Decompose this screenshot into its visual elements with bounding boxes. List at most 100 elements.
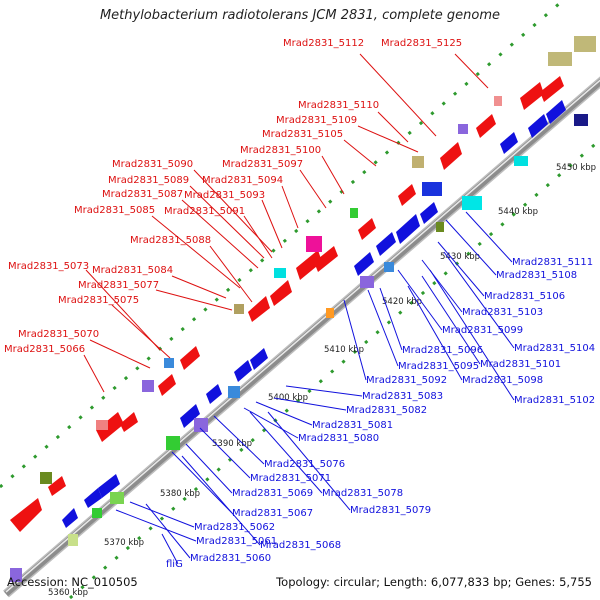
- gene-label-bottom: Mrad2831_5092: [366, 375, 447, 386]
- bottom-label-leader: [129, 501, 195, 528]
- gene-arrow-bottom: [98, 474, 120, 498]
- gene-label-bottom: Mrad2831_5108: [496, 270, 577, 281]
- gene-box-top: [40, 472, 52, 484]
- gene-box-top: [306, 236, 322, 252]
- gene-box-bottom: [166, 436, 180, 450]
- gene-box-bottom: [110, 492, 124, 504]
- gene-arrow-bottom: [206, 384, 222, 404]
- gene-label-bottom: Mrad2831_5068: [260, 540, 341, 551]
- bottom-label-leader: [421, 275, 481, 365]
- gene-label-top: Mrad2831_5094: [202, 175, 283, 186]
- gene-box-bottom: [422, 182, 442, 196]
- gene-label-bottom: Mrad2831_5102: [514, 395, 595, 406]
- gene-box-top: [96, 420, 108, 430]
- gene-box-top: [548, 52, 572, 66]
- gene-label-top: Mrad2831_5089: [108, 175, 189, 186]
- gene-box-bottom: [92, 508, 102, 518]
- backbone-highlight: [5, 79, 600, 593]
- gene-arrow-top: [398, 184, 416, 206]
- gene-label-top: Mrad2831_5084: [92, 265, 173, 276]
- bottom-label-leaders: [115, 211, 515, 565]
- top-label-leader: [243, 215, 273, 259]
- bottom-label-leader: [185, 443, 233, 494]
- gene-label-bottom: Mrad2831_5069: [232, 488, 313, 499]
- top-label-leader: [111, 304, 171, 359]
- gene-arrow-top: [358, 218, 376, 240]
- bottom-label-leader: [367, 289, 399, 367]
- top-label-leaders: [83, 53, 489, 393]
- top-label-leader: [89, 339, 151, 369]
- map-title: Methylobacterium radiotolerans JCM 2831,…: [99, 8, 501, 23]
- gene-label-bottom: Mrad2831_5076: [264, 459, 345, 470]
- gene-label-top: Mrad2831_5073: [8, 261, 89, 272]
- gene-arrow-top: [270, 280, 292, 306]
- backbone-line: [4, 78, 600, 597]
- gene-arrow-bottom: [500, 132, 518, 154]
- bottom-strand-labels: Mrad2831_5111 Mrad2831_5108 Mrad2831_510…: [166, 257, 595, 570]
- gene-arrow-top: [540, 76, 564, 102]
- gene-label-bottom: Mrad2831_5104: [514, 343, 595, 354]
- gene-arrow-bottom: [250, 348, 268, 370]
- summary-label: Topology: circular; Length: 6,077,833 bp…: [276, 575, 592, 589]
- gene-arrow-top: [10, 498, 46, 532]
- scale-ticks: 5360 kbp 5370 kbp 5380 kbp 5390 kbp 5400…: [48, 163, 596, 598]
- gene-label-top: Mrad2831_5097: [222, 159, 303, 170]
- top-label-leader: [359, 53, 437, 137]
- scale-tick-label: 5360 kbp: [48, 588, 88, 598]
- gene-arrow-top: [314, 246, 338, 272]
- scale-tick-label: 5390 kbp: [212, 439, 252, 449]
- gene-label-bottom: Mrad2831_5106: [484, 291, 565, 302]
- gene-label-bottom: Mrad2831_5083: [362, 391, 443, 402]
- gene-label-bottom: Mrad2831_5078: [322, 488, 403, 499]
- bottom-label-leader: [465, 211, 513, 263]
- gene-arrow-top: [440, 142, 462, 170]
- gene-label-bottom: Mrad2831_5111: [512, 257, 593, 268]
- bottom-label-leader: [343, 299, 367, 381]
- gene-label-top: Mrad2831_5066: [4, 344, 85, 355]
- gene-label-bottom: Mrad2831_5067: [232, 508, 313, 519]
- gene-box-bottom: [360, 276, 374, 288]
- scale-tick-label: 5370 kbp: [104, 538, 144, 548]
- bottom-label-leader: [161, 533, 179, 565]
- gene-arrow-bottom: [234, 360, 252, 382]
- gene-label-bottom: Mrad2831_5061: [196, 536, 277, 547]
- top-label-leader: [85, 269, 161, 351]
- gene-box-top: [142, 380, 154, 392]
- gene-box-bottom: [228, 386, 240, 398]
- gene-arrow-top: [248, 296, 270, 322]
- gene-label-bottom: Mrad2831_5082: [346, 405, 427, 416]
- gene-label-top: Mrad2831_5077: [78, 280, 159, 291]
- gene-label-top: Mrad2831_5075: [58, 295, 139, 306]
- top-label-leader: [171, 275, 227, 299]
- gene-arrow-bottom: [528, 114, 548, 138]
- bottom-label-leader: [429, 269, 515, 401]
- gene-arrow-top: [120, 412, 138, 432]
- gene-label-top: Mrad2831_5112: [283, 38, 364, 49]
- gene-arrow-bottom: [546, 100, 566, 124]
- gene-label-top: Mrad2831_5088: [130, 235, 211, 246]
- bottom-label-leader: [443, 251, 515, 349]
- top-label-leader: [155, 289, 233, 311]
- bottom-label-leader: [273, 397, 347, 411]
- gene-arrow-top: [48, 476, 66, 496]
- gene-box-bottom: [462, 196, 482, 210]
- bottom-label-leader: [445, 219, 497, 276]
- gene-label-bottom: Mrad2831_5062: [194, 522, 275, 533]
- gene-label-top: Mrad2831_5093: [184, 190, 265, 201]
- bottom-label-leader: [243, 407, 299, 439]
- accession-label: Accession: NC_010505: [7, 575, 138, 589]
- gene-label-bottom: Mrad2831_5080: [298, 433, 379, 444]
- top-label-leader: [357, 125, 419, 153]
- gene-arrow-top: [96, 412, 124, 442]
- gene-arrow-top: [476, 114, 496, 138]
- gene-features: [10, 36, 596, 582]
- gene-arrow-bottom: [376, 232, 396, 256]
- top-label-leader: [261, 199, 283, 249]
- gene-label-bottom: Mrad2831_5098: [462, 375, 543, 386]
- gene-box-top: [234, 304, 244, 314]
- gene-label-bottom: fliG: [166, 559, 183, 570]
- gene-label-top: Mrad2831_5090: [112, 159, 193, 170]
- gene-arrow-top: [158, 374, 176, 396]
- gene-box-top: [458, 124, 468, 134]
- gene-arrow-bottom: [396, 214, 420, 244]
